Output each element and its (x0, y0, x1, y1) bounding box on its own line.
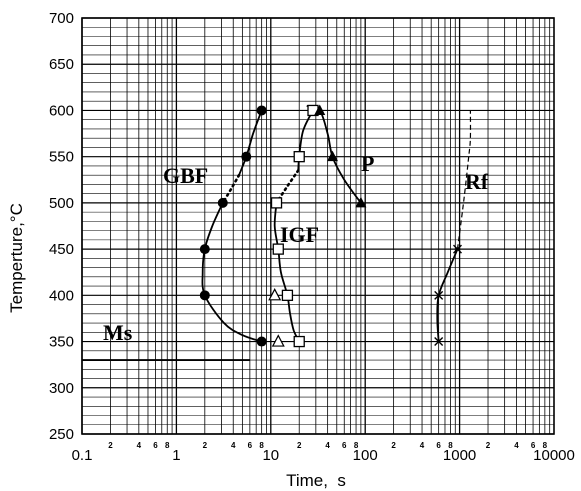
y-tick-label: 550 (49, 149, 74, 166)
x-minor-label: 2 (108, 441, 113, 450)
x-minor-label: 8 (543, 441, 548, 450)
y-tick-label: 600 (49, 102, 74, 119)
x-minor-label: 8 (165, 441, 170, 450)
curve-labels: GBF IGF P Rf Ms (103, 151, 489, 345)
rf-point (453, 244, 462, 254)
y-tick-label: 650 (49, 56, 74, 73)
igf-label: IGF (280, 222, 319, 247)
gbf-curve (238, 110, 263, 176)
x-minor-label: 4 (420, 441, 425, 450)
grid (81, 17, 554, 435)
p-label: P (361, 151, 374, 176)
gbf-curve (201, 202, 262, 343)
p-point (314, 104, 326, 115)
y-tick-label: 300 (49, 380, 74, 397)
rf-point (434, 337, 444, 347)
x-tick-label: 10 (262, 447, 279, 464)
y-tick-label: 700 (49, 10, 74, 27)
x-minor-label: 4 (514, 441, 519, 450)
igf-point (281, 289, 294, 301)
x-minor-label: 8 (259, 441, 264, 450)
y-tick-label: 500 (49, 195, 74, 212)
x-tick-label: 0.1 (72, 447, 93, 464)
igf-curve (297, 109, 314, 171)
x-minor-label: 2 (203, 441, 208, 450)
curves (82, 104, 472, 361)
x-minor-label: 2 (486, 441, 491, 450)
p-point (326, 150, 338, 162)
extra-point (268, 288, 282, 301)
x-tick-labels: 0.1 1 10 100 1000 10000 (72, 447, 575, 464)
x-minor-label: 4 (325, 441, 330, 450)
x-tick-label: 1 (172, 447, 180, 464)
x-minor-label: 2 (297, 441, 302, 450)
x-minor-label: 8 (448, 441, 453, 450)
gbf-point (241, 151, 252, 162)
y-tick-labels: 250 300 350 400 450 500 550 600 650 700 (49, 10, 74, 443)
x-minor-label: 6 (531, 441, 536, 450)
y-tick-label: 250 (49, 426, 74, 443)
x-minor-label: 6 (436, 441, 441, 450)
gbf-point (256, 105, 267, 116)
igf-point (293, 151, 305, 163)
igf-point (270, 197, 283, 209)
gbf-label: GBF (163, 163, 208, 188)
gbf-point (256, 336, 267, 347)
gbf-point (217, 197, 228, 208)
y-tick-label: 400 (49, 287, 74, 304)
rf-label: Rf (465, 169, 489, 194)
markers (199, 104, 462, 348)
x-minor-label: 6 (342, 441, 347, 450)
x-minor-label: 4 (231, 441, 236, 450)
extra-point (271, 334, 285, 347)
x-minor-label: 4 (137, 441, 142, 450)
ms-label: Ms (103, 320, 133, 345)
x-tick-label: 100 (353, 447, 378, 464)
y-tick-label: 350 (49, 334, 74, 351)
igf-curve (273, 202, 301, 343)
p-point (355, 196, 367, 208)
x-minor-label: 6 (153, 441, 158, 450)
x-minor-label: 2 (391, 441, 396, 450)
igf-point (272, 243, 284, 255)
x-minor-label: 8 (354, 441, 359, 450)
plot-frame (81, 17, 555, 435)
y-axis-label: Temperture,°C (7, 203, 26, 313)
x-tick-label: 1000 (443, 447, 476, 464)
igf-point (293, 335, 305, 348)
x-minor-label: 6 (248, 441, 253, 450)
gbf-point (199, 290, 210, 301)
x-axis-label: Time, s (286, 471, 346, 490)
y-tick-label: 450 (49, 241, 74, 258)
rf-point (434, 290, 444, 300)
x-tick-label: 10000 (533, 447, 575, 464)
gbf-point (199, 244, 210, 255)
